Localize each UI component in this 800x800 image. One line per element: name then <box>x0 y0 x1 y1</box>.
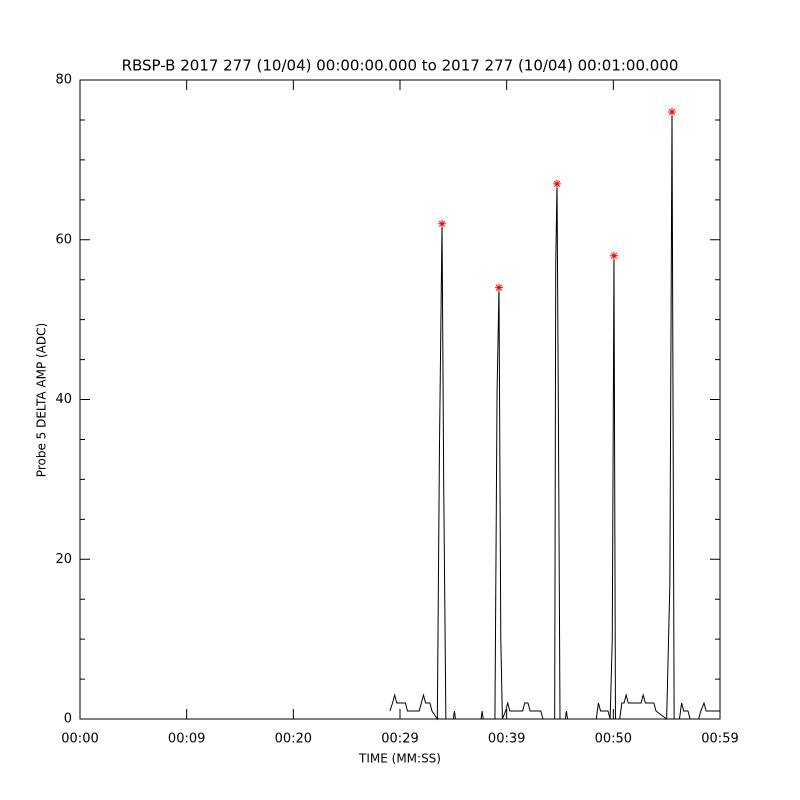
x-tick-label: 00:59 <box>701 732 738 747</box>
x-tick-label: 00:39 <box>488 732 525 747</box>
peak-marker <box>438 219 447 228</box>
x-tick-label: 00:09 <box>168 732 205 747</box>
peak-marker <box>668 107 676 116</box>
y-axis-label: Probe 5 DELTA AMP (ADC) <box>35 323 49 477</box>
y-tick-label: 80 <box>55 73 72 88</box>
x-axis-label: TIME (MM:SS) <box>358 752 441 766</box>
data-line <box>389 111 720 721</box>
peak-marker <box>609 251 618 260</box>
y-tick-label: 60 <box>55 232 72 247</box>
peak-marker <box>494 283 503 292</box>
y-tick-label: 20 <box>55 552 72 567</box>
plot-frame <box>79 79 721 720</box>
chart-title: RBSP-B 2017 277 (10/04) 00:00:00.000 to … <box>122 57 679 75</box>
y-tick-label: 40 <box>55 392 72 407</box>
peak-marker <box>553 179 562 188</box>
x-tick-label: 00:50 <box>595 732 632 747</box>
x-tick-label: 00:00 <box>61 732 98 747</box>
x-tick-label: 00:20 <box>275 732 312 747</box>
y-tick-label: 0 <box>64 712 72 727</box>
x-tick-label: 00:29 <box>381 732 418 747</box>
